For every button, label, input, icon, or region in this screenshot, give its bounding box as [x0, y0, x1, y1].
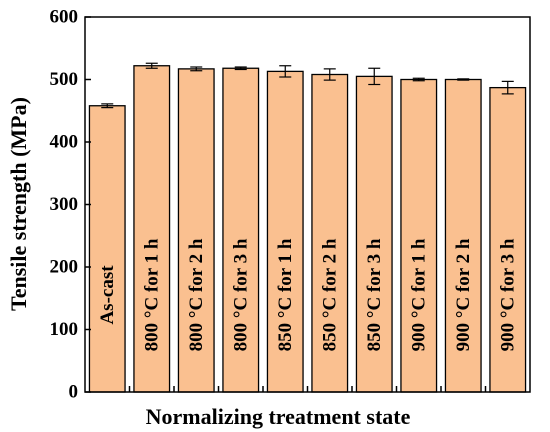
- y-tick-label: 200: [50, 257, 79, 278]
- bar-category-label: 800 °C for 2 h: [186, 238, 207, 351]
- bar: [355, 75, 393, 393]
- bar-category-label: 850 °C for 2 h: [319, 238, 340, 351]
- bar: [88, 105, 126, 393]
- y-tick-label: 500: [50, 69, 79, 90]
- bar: [444, 78, 482, 393]
- y-tick-label: 400: [50, 132, 79, 153]
- bar-category-label: 850 °C for 1 h: [275, 238, 296, 351]
- bar-category-label: 900 °C for 3 h: [497, 238, 518, 351]
- y-tick-label: 100: [50, 319, 79, 340]
- x-axis-title: Normalizing treatment state: [146, 404, 411, 429]
- bar-category-label: 900 °C for 1 h: [408, 238, 429, 351]
- y-tick-label: 300: [50, 194, 79, 215]
- y-tick-label: 0: [69, 382, 79, 403]
- plot-area: As-cast 800 °C for 1 h 800 °C for 2 h 800 °…: [50, 7, 531, 403]
- bar: [177, 68, 215, 393]
- bar: [400, 78, 438, 393]
- bar-category-label: As-cast: [97, 265, 118, 325]
- y-axis-title: Tensile strength (MPa): [6, 97, 31, 311]
- y-tick-label: 600: [50, 7, 79, 28]
- bar-category-label: 850 °C for 3 h: [364, 238, 385, 351]
- bar: [133, 65, 171, 393]
- bar-category-label: 800 °C for 3 h: [230, 238, 251, 351]
- bar-category-label: 900 °C for 2 h: [453, 238, 474, 351]
- bar: [489, 86, 527, 393]
- bar-category-label: 800 °C for 1 h: [141, 238, 162, 351]
